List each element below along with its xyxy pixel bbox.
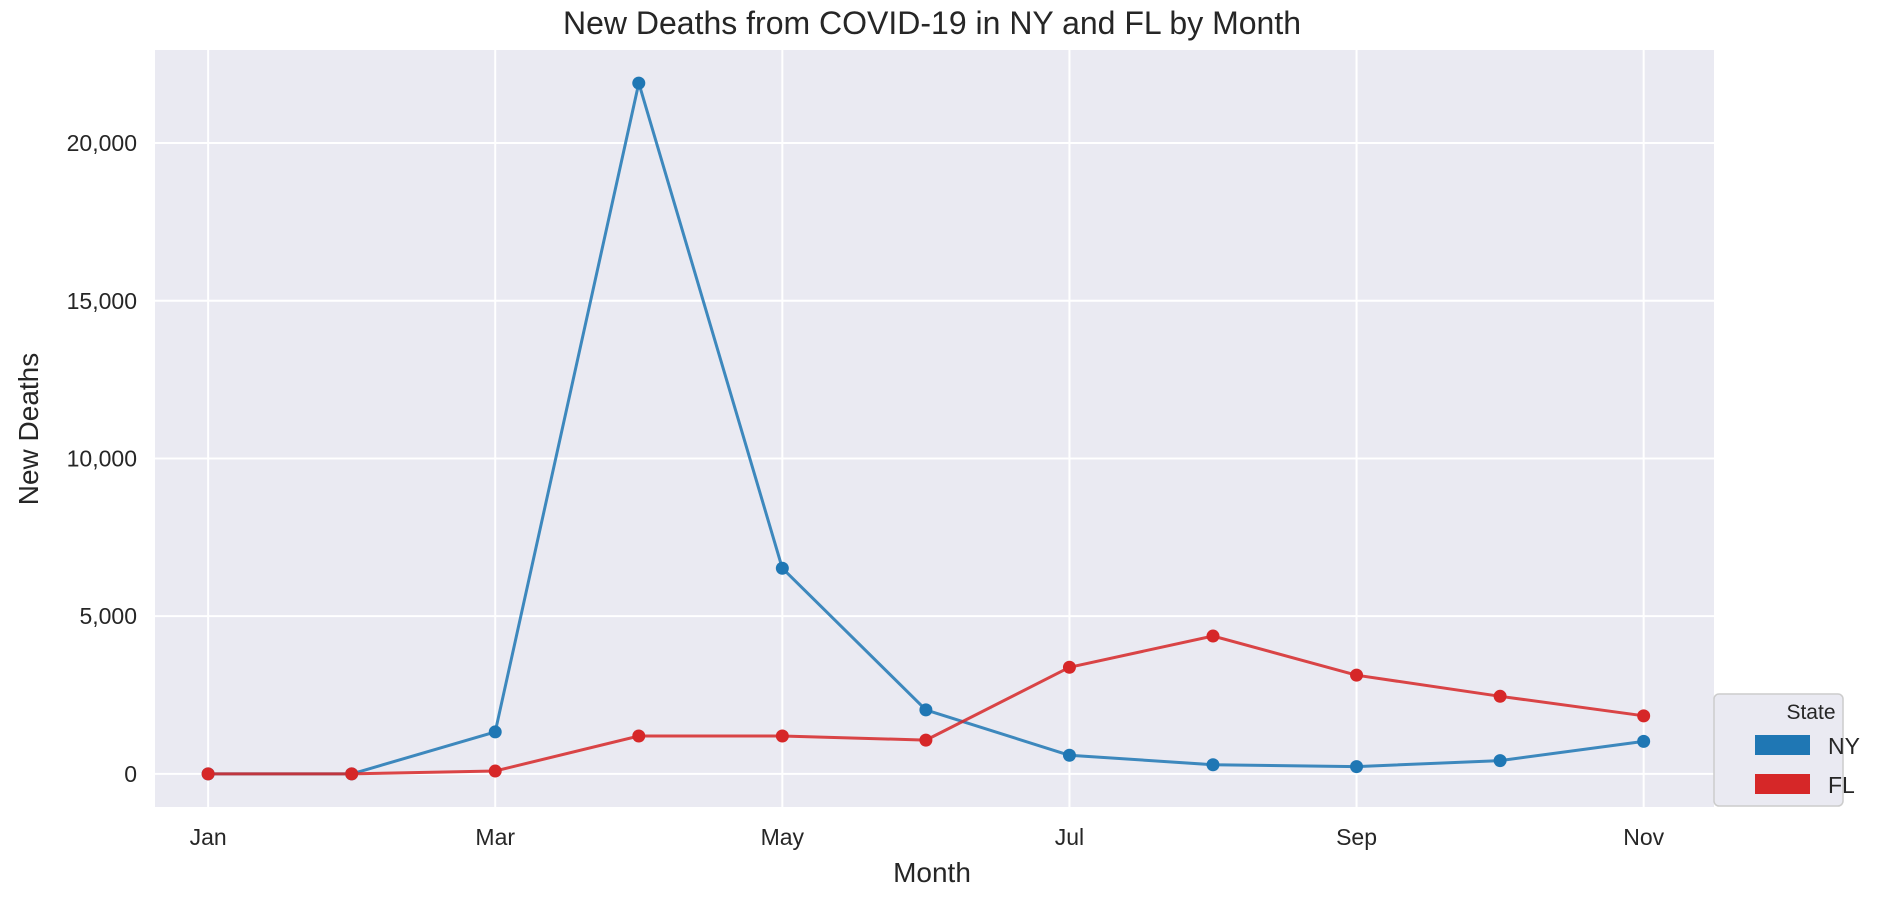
x-tick-label: Sep xyxy=(1336,824,1377,850)
y-tick-label: 0 xyxy=(124,761,137,787)
legend-title: State xyxy=(1786,701,1835,724)
data-point-ny xyxy=(1350,760,1364,774)
x-tick-label: Jan xyxy=(190,824,227,850)
legend: State NY FL xyxy=(1713,693,1860,807)
legend-swatch-fl xyxy=(1755,774,1810,794)
data-point-ny xyxy=(632,76,646,90)
y-tick-label: 10,000 xyxy=(67,445,137,471)
data-point-fl xyxy=(1350,668,1364,682)
y-axis-ticks: 0 5,000 10,000 15,000 20,000 xyxy=(67,130,137,787)
x-tick-label: Mar xyxy=(475,824,515,850)
x-tick-label: May xyxy=(761,824,805,850)
data-point-fl xyxy=(345,767,359,781)
y-tick-label: 5,000 xyxy=(79,603,137,629)
legend-swatch-ny xyxy=(1755,735,1810,755)
x-tick-label: Nov xyxy=(1623,824,1664,850)
data-point-ny xyxy=(1062,748,1076,762)
plot-area xyxy=(155,50,1714,807)
chart-title: New Deaths from COVID-19 in NY and FL by… xyxy=(563,5,1301,41)
data-point-ny xyxy=(1493,754,1507,768)
y-tick-label: 20,000 xyxy=(67,130,137,156)
data-point-fl xyxy=(1493,689,1507,703)
data-point-fl xyxy=(488,764,502,778)
y-tick-label: 15,000 xyxy=(67,288,137,314)
series-points xyxy=(201,76,1651,781)
legend-label-fl: FL xyxy=(1828,772,1855,798)
data-point-fl xyxy=(775,729,789,743)
data-point-fl xyxy=(1637,709,1651,723)
data-point-ny xyxy=(919,703,933,717)
data-point-ny xyxy=(488,725,502,739)
data-point-fl xyxy=(919,733,933,747)
x-axis-label: Month xyxy=(893,857,971,888)
data-point-fl xyxy=(1062,660,1076,674)
data-point-ny xyxy=(775,561,789,575)
data-point-fl xyxy=(201,767,215,781)
data-point-ny xyxy=(1637,734,1651,748)
legend-label-ny: NY xyxy=(1828,733,1860,759)
x-axis-ticks: Jan Mar May Jul Sep Nov xyxy=(190,824,1665,850)
y-axis-label: New Deaths xyxy=(13,353,44,506)
x-tick-label: Jul xyxy=(1055,824,1084,850)
data-point-ny xyxy=(1206,758,1220,772)
data-point-fl xyxy=(1206,629,1220,643)
data-point-fl xyxy=(632,729,646,743)
